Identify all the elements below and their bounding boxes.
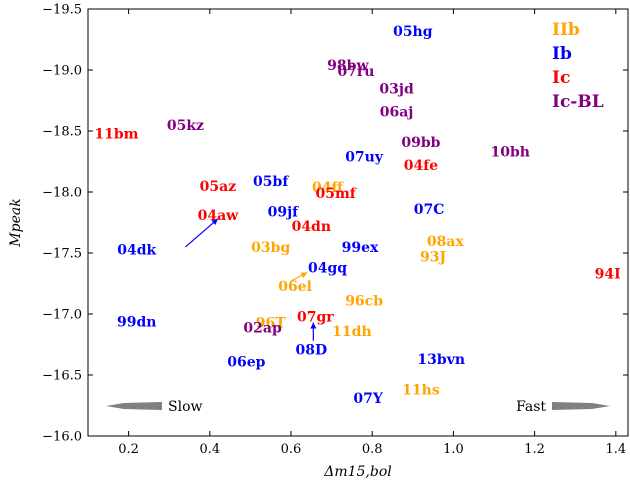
data-point-label: 11dh <box>332 324 371 340</box>
data-point-label: 05bf <box>253 174 289 190</box>
x-tick-label: 1.0 <box>443 442 464 457</box>
arrows-layer <box>185 218 317 341</box>
data-point-label: 08ax <box>427 234 465 250</box>
data-point-label: 11hs <box>402 383 440 399</box>
legend-entry: IIb <box>552 20 580 40</box>
legend-entry: Ic-BL <box>552 92 604 112</box>
data-point-label: 05az <box>200 179 237 195</box>
legend-entry: Ib <box>552 44 572 64</box>
data-point-label: 04fe <box>404 158 439 174</box>
y-tick-label: −18.5 <box>42 125 82 140</box>
y-tick-label: −18.0 <box>42 186 82 201</box>
data-point-label: 09bb <box>401 135 440 151</box>
y-tick-label: −19.5 <box>42 3 82 18</box>
data-point-label: 04aw <box>198 208 240 224</box>
fast-arrow <box>552 402 610 410</box>
data-point-label: 96T <box>256 316 286 332</box>
legend-entry: Ic <box>552 68 570 88</box>
slow-arrow <box>106 402 162 410</box>
data-point-label: 10bh <box>491 145 530 161</box>
data-point-label: 11bm <box>94 126 138 142</box>
axis-titles: Δm15,bol Mpeak <box>8 198 392 480</box>
data-point-label: 06ep <box>227 355 265 371</box>
data-point-label: 98bw <box>327 58 369 74</box>
pointer-arrow-head <box>310 322 317 329</box>
y-tick-label: −17.0 <box>42 308 82 323</box>
pointer-arrow-head <box>211 218 218 226</box>
data-point-label: 99dn <box>117 314 156 330</box>
data-point-label: 09jf <box>268 205 300 221</box>
x-tick-label: 0.8 <box>362 442 383 457</box>
axes-box <box>87 8 629 437</box>
pointer-arrow-line <box>185 218 219 248</box>
data-point-label: 05kz <box>167 118 204 134</box>
x-axis-title: Δm15,bol <box>323 464 392 480</box>
annotations-layer: Slow Fast <box>106 399 610 415</box>
data-point-label: 99ex <box>342 240 379 256</box>
data-point-label: 04gq <box>308 261 347 277</box>
data-point-label: 02ap <box>243 320 282 336</box>
data-point-label: 96cb <box>345 294 383 310</box>
data-point-label: 04ff <box>312 180 344 196</box>
data-point-label: 07gr <box>297 309 334 325</box>
x-tick-label: 1.4 <box>605 442 626 457</box>
data-point-label: 04dk <box>117 242 156 258</box>
x-tick-label: 0.2 <box>118 442 139 457</box>
x-tick-label: 0.4 <box>199 442 220 457</box>
data-point-label: 94I <box>595 267 621 283</box>
data-point-label: 03bg <box>251 240 290 256</box>
fast-annotation: Fast <box>516 399 546 415</box>
legend: IIb Ib Ic Ic-BL <box>552 20 604 112</box>
y-axis-title: Mpeak <box>8 198 24 247</box>
data-point-label: 13bvn <box>417 352 465 368</box>
data-point-label: 06aj <box>380 104 414 120</box>
pointer-arrow-head <box>300 272 308 278</box>
x-tick-label: 1.2 <box>524 442 545 457</box>
data-point-label: 07ru <box>337 64 374 80</box>
data-point-label: 05hg <box>393 24 433 40</box>
data-point-label: 08D <box>295 342 327 358</box>
data-point-label: 07uy <box>345 150 384 166</box>
data-point-label: 93J <box>420 250 446 266</box>
x-tick-label: 0.6 <box>281 442 302 457</box>
data-point-label: 03jd <box>379 81 414 97</box>
y-tick-label: −19.0 <box>42 64 82 79</box>
y-tick-label: −17.5 <box>42 247 82 262</box>
data-point-label: 05mf <box>316 186 357 202</box>
data-point-label: 04dn <box>292 219 331 235</box>
data-point-label: 07C <box>414 202 445 218</box>
plot-frame <box>87 8 629 437</box>
y-tick-label: −16.5 <box>42 369 82 384</box>
y-tick-label: −16.0 <box>42 430 82 445</box>
data-point-label: 07Y <box>353 391 383 407</box>
data-point-label: 06el <box>278 279 312 295</box>
slow-annotation: Slow <box>168 399 202 415</box>
ticks-layer: 0.2 0.4 0.6 0.8 1.0 1.2 1.4 −16.0 −16.5 −17.0 −17.… <box>42 3 628 457</box>
